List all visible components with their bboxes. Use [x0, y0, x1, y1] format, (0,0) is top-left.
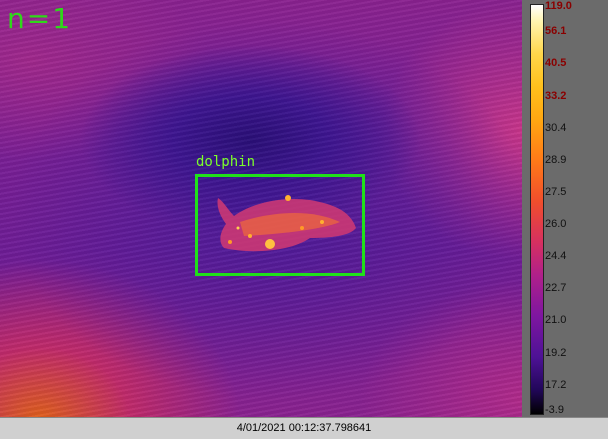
colorbar-tick: 28.9	[545, 154, 567, 166]
colorbar-tick: -3.9	[545, 404, 564, 416]
colorbar-tick: 33.2	[545, 90, 567, 102]
colorbar-tick: 40.5	[545, 57, 567, 69]
temperature-colorbar	[530, 4, 544, 415]
colorbar-tick: 26.0	[545, 218, 567, 230]
colorbar-tick: 119.0	[545, 0, 572, 12]
detection-bounding-box	[195, 174, 365, 276]
detection-count: n=1	[7, 2, 73, 35]
colorbar-tick: 22.7	[545, 282, 567, 294]
status-bar: 4/01/2021 00:12:37.798641	[0, 417, 608, 439]
colorbar-tick: 21.0	[545, 314, 567, 326]
colorbar-tick: 19.2	[545, 347, 567, 359]
colorbar-tick: 30.4	[545, 122, 567, 134]
colorbar-tick: 27.5	[545, 186, 567, 198]
frame-timestamp: 4/01/2021 00:12:37.798641	[236, 422, 372, 434]
dolphin-thermal-blob	[217, 195, 356, 252]
colorbar-tick: 56.1	[545, 25, 567, 37]
colorbar-tick: 24.4	[545, 250, 567, 262]
colorbar-tick: 17.2	[545, 379, 567, 391]
detection-label: dolphin	[196, 154, 256, 170]
